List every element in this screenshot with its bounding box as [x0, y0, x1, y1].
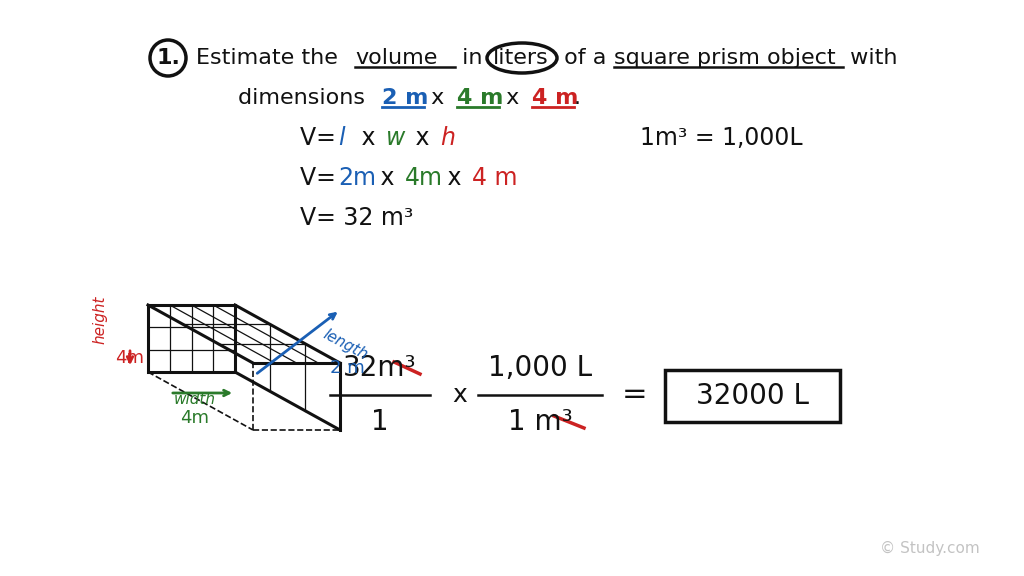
Text: 4 m: 4 m	[532, 88, 579, 108]
Text: V= 32 m³: V= 32 m³	[300, 206, 414, 230]
Text: liters: liters	[493, 48, 549, 68]
Text: =: =	[623, 381, 648, 410]
Text: with: with	[843, 48, 897, 68]
Text: 32m³: 32m³	[343, 354, 417, 382]
Text: square prism object: square prism object	[614, 48, 836, 68]
Text: dimensions: dimensions	[238, 88, 372, 108]
Text: x: x	[453, 383, 467, 407]
Text: h: h	[440, 126, 455, 150]
Text: x: x	[499, 88, 526, 108]
Text: 2 m: 2 m	[330, 359, 365, 377]
Text: .: .	[574, 88, 581, 108]
Text: volume: volume	[355, 48, 437, 68]
Text: x: x	[408, 126, 437, 150]
Text: x: x	[440, 166, 469, 190]
Text: 4 m: 4 m	[457, 88, 504, 108]
Text: x: x	[373, 166, 402, 190]
Text: 4m: 4m	[115, 349, 144, 367]
Text: w: w	[386, 126, 406, 150]
Text: height: height	[92, 295, 108, 344]
Text: 1,000 L: 1,000 L	[488, 354, 592, 382]
Text: 2m: 2m	[338, 166, 376, 190]
Text: 32000 L: 32000 L	[695, 382, 809, 410]
Text: 1 m³: 1 m³	[508, 408, 572, 436]
Text: length: length	[319, 327, 370, 363]
Text: © Study.com: © Study.com	[881, 540, 980, 555]
Text: 4m: 4m	[180, 409, 210, 427]
Text: width: width	[174, 392, 216, 407]
Text: x: x	[424, 88, 452, 108]
Text: 4 m: 4 m	[472, 166, 517, 190]
Text: 4m: 4m	[406, 166, 443, 190]
Text: in: in	[455, 48, 489, 68]
Text: V=: V=	[300, 166, 343, 190]
Text: of a: of a	[557, 48, 613, 68]
Text: Estimate the: Estimate the	[196, 48, 345, 68]
Text: l: l	[338, 126, 345, 150]
Text: x: x	[354, 126, 383, 150]
Text: V=: V=	[300, 126, 343, 150]
Text: 2 m: 2 m	[382, 88, 428, 108]
Text: 1.: 1.	[156, 48, 180, 68]
Text: 1m³ = 1,000L: 1m³ = 1,000L	[640, 126, 803, 150]
Bar	[665, 370, 840, 422]
Text: 1: 1	[371, 408, 389, 436]
